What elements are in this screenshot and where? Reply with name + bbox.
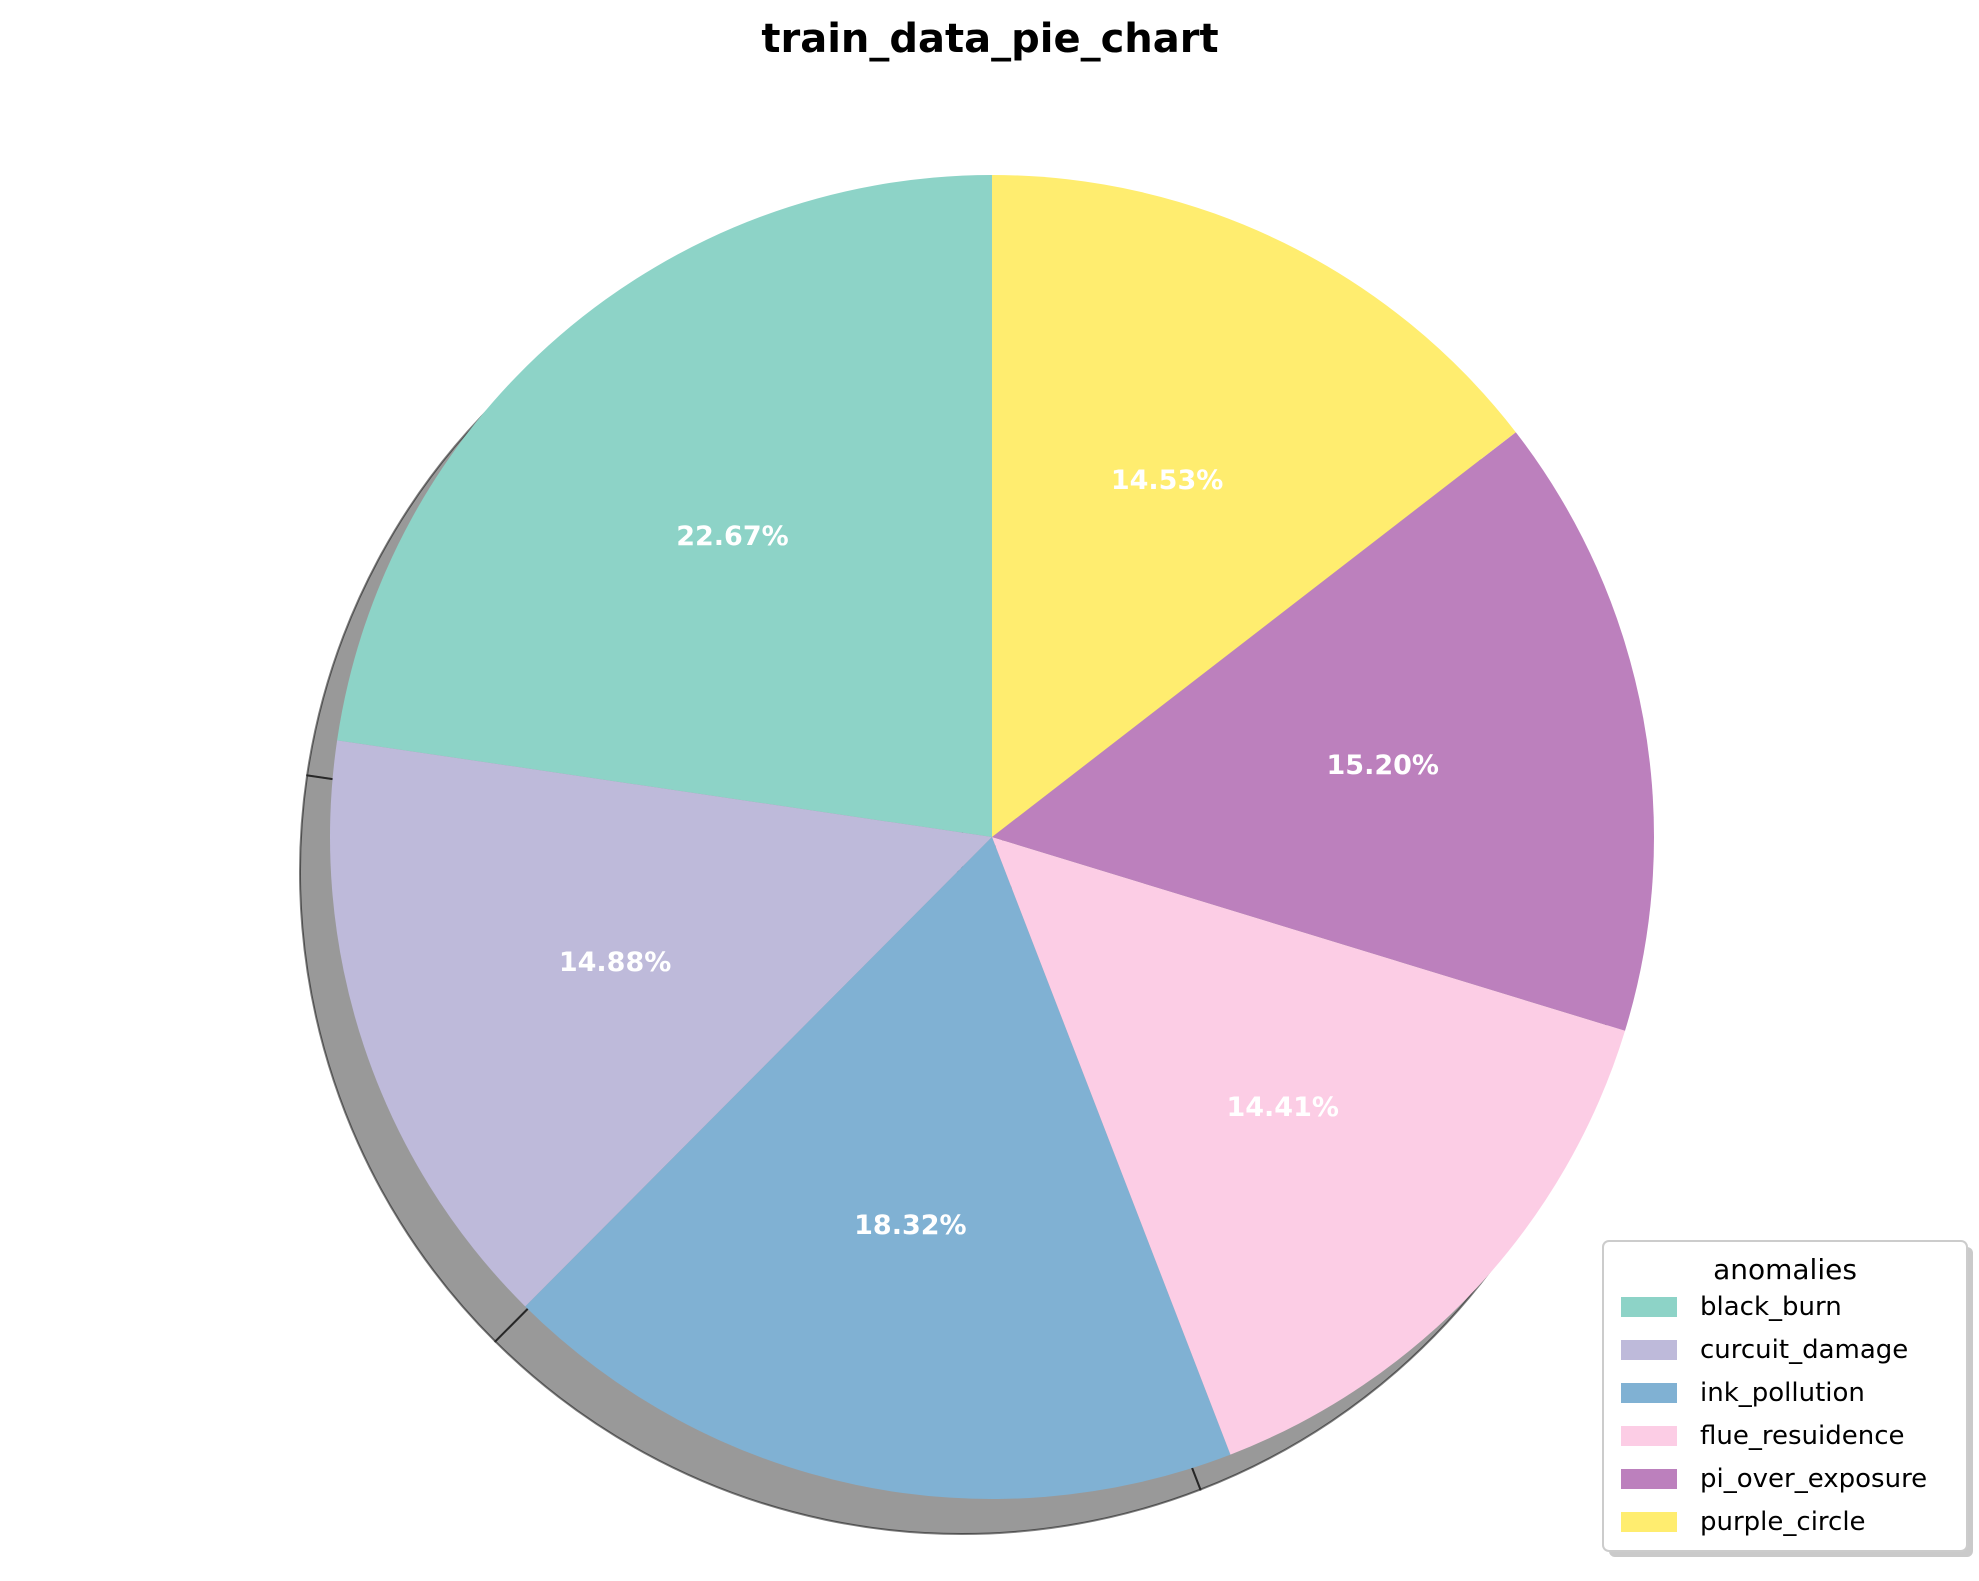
chart-title: train_data_pie_chart xyxy=(761,16,1218,62)
legend-frame xyxy=(1602,1240,1968,1552)
slice-pi-over-exposure xyxy=(992,432,1654,1031)
legend-title: anomalies xyxy=(1713,1253,1857,1286)
pie-percent-labels: 22.67% 14.88% 18.32% 14.41% 15.20% 14.53% xyxy=(559,465,1439,1241)
slice-flue-resuidence xyxy=(992,837,1626,1455)
legend-swatch-pi-over-exposure xyxy=(1621,1469,1677,1489)
pct-label-ink-pollution: 18.32% xyxy=(854,1210,966,1241)
slice-black-burn xyxy=(337,175,993,837)
legend-swatch-flue-resuidence xyxy=(1621,1426,1677,1446)
legend-label-black-burn: black_burn xyxy=(1700,1292,1842,1322)
legend-label-pi-over-exposure: pi_over_exposure xyxy=(1700,1464,1927,1494)
legend-items: black_burn curcuit_damage ink_pollutionflu… xyxy=(1621,1292,1927,1537)
legend-label-ink-pollution: ink_pollution xyxy=(1700,1378,1865,1408)
legend-swatch-purple-circle xyxy=(1621,1512,1677,1532)
pct-label-flue-resuidence: 14.41% xyxy=(1226,1092,1338,1123)
legend-swatch-ink-pollution xyxy=(1621,1383,1677,1403)
slice-purple-circle xyxy=(992,175,1516,837)
legend-swatch-curcuit-damage xyxy=(1621,1340,1677,1360)
slice-ink-pollution xyxy=(525,837,1231,1499)
pct-label-curcuit-damage: 14.88% xyxy=(559,947,671,978)
legend-label-flue-resuidence: flue_resuidence xyxy=(1700,1421,1904,1451)
legend-label-purple-circle: purple_circle xyxy=(1700,1507,1866,1537)
pie-slices xyxy=(329,175,1654,1499)
slice-curcuit-damage xyxy=(329,740,992,1307)
legend-swatch-black-burn xyxy=(1621,1297,1677,1317)
legend: anomalies black_burn curcuit_damage ink_po… xyxy=(1602,1240,1973,1557)
pct-label-pi-over-exposure: 15.20% xyxy=(1327,750,1439,781)
legend-label-curcuit-damage: curcuit_damage xyxy=(1700,1335,1908,1365)
pct-label-purple-circle: 14.53% xyxy=(1111,465,1223,496)
pct-label-black-burn: 22.67% xyxy=(676,521,788,552)
